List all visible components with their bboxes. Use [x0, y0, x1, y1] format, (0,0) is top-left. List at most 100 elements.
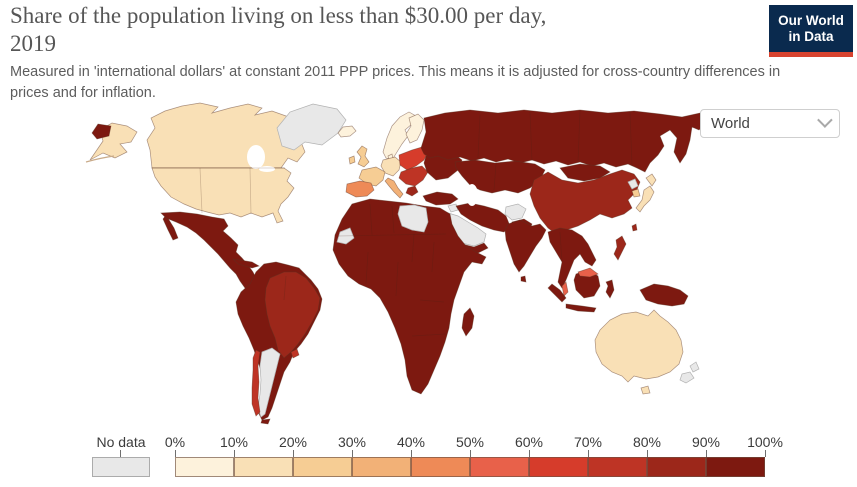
aleutian-islands — [85, 155, 115, 163]
legend-tick — [352, 450, 353, 457]
region-sulawesi[interactable] — [605, 279, 615, 299]
legend-tick — [765, 450, 766, 457]
legend-tick-label: 90% — [691, 434, 721, 450]
black-sea — [434, 183, 454, 191]
region-italy[interactable] — [384, 177, 404, 199]
region-sumatra[interactable] — [547, 283, 567, 303]
region-finland[interactable] — [405, 113, 425, 144]
legend-bin-50%-60%[interactable] — [470, 457, 529, 477]
region-western-sahara[interactable] — [336, 227, 355, 245]
region-australia[interactable] — [594, 309, 684, 383]
legend-bin-70%-80%[interactable] — [588, 457, 647, 477]
region-iceland[interactable] — [337, 125, 357, 138]
chart-subtitle: Measured in 'international dollars' at c… — [10, 64, 781, 101]
caspian-sea — [466, 184, 478, 206]
region-malaysia-borneo[interactable] — [577, 267, 599, 278]
region-turkey[interactable] — [422, 191, 459, 206]
legend-bin-80%-90%[interactable] — [647, 457, 706, 477]
region-india[interactable] — [504, 219, 547, 273]
region-dropdown[interactable]: World — [700, 109, 840, 138]
legend-no-data-label: No data — [96, 434, 146, 450]
legend-tick — [234, 450, 235, 457]
region-java[interactable] — [565, 303, 597, 313]
legend-bin-40%-50%[interactable] — [411, 457, 470, 477]
region-baja-california[interactable] — [162, 214, 179, 241]
region-greece[interactable] — [405, 185, 419, 197]
owid-logo[interactable]: Our World in Data — [769, 5, 853, 57]
region-mongolia[interactable] — [559, 163, 611, 182]
region-japan-honshu[interactable] — [635, 185, 655, 213]
legend-tick — [411, 450, 412, 457]
owid-logo-line-1: Our World — [778, 12, 844, 28]
region-taiwan[interactable] — [631, 223, 638, 232]
legend-tick-label: 0% — [164, 434, 186, 450]
legend-tick-label: 30% — [337, 434, 367, 450]
legend-tick — [706, 450, 707, 457]
legend-tick-label: 70% — [573, 434, 603, 450]
region-tierra-del-fuego[interactable] — [260, 418, 271, 425]
region-brazil[interactable] — [264, 271, 321, 359]
owid-logo-box: Our World in Data — [769, 5, 853, 52]
map-legend: No data 0% 10% 20% 30% 40% 50% 60% 70% 80% 90% 100… — [0, 433, 857, 483]
legend-bin-60%-70%[interactable] — [529, 457, 588, 477]
region-libya[interactable] — [397, 204, 429, 233]
region-tasmania[interactable] — [640, 385, 651, 395]
region-iberia[interactable] — [345, 180, 375, 198]
region-central-europe[interactable] — [380, 156, 402, 177]
legend-tick — [175, 450, 176, 457]
region-south-korea[interactable] — [631, 188, 641, 198]
legend-tick-label: 20% — [278, 434, 308, 450]
region-china[interactable] — [529, 169, 641, 235]
region-afghanistan[interactable] — [504, 203, 527, 221]
region-new-zealand-north[interactable] — [689, 361, 700, 373]
region-north-korea[interactable] — [627, 178, 639, 190]
country-borders — [152, 110, 633, 337]
legend-tick-label: 80% — [632, 434, 662, 450]
legend-tick-label: 40% — [396, 434, 426, 450]
region-balkans[interactable] — [398, 165, 429, 187]
region-central-asia[interactable] — [454, 159, 546, 194]
legend-bin-20%-30%[interactable] — [293, 457, 352, 477]
legend-bin-10%-20%[interactable] — [234, 457, 293, 477]
region-russia[interactable] — [420, 109, 708, 173]
region-canada[interactable] — [146, 102, 307, 169]
region-japan-hokkaido[interactable] — [645, 173, 657, 187]
legend-tick-label: 10% — [219, 434, 249, 450]
legend-tick-label: 60% — [514, 434, 544, 450]
chevron-down-icon — [817, 112, 833, 128]
legend-tick — [470, 450, 471, 457]
legend-tick — [647, 450, 648, 457]
hudson-bay — [247, 145, 265, 169]
region-eastern-europe[interactable] — [398, 146, 429, 171]
region-cuba[interactable] — [231, 258, 260, 269]
region-africa[interactable] — [332, 198, 487, 395]
legend-bin-90%-100%[interactable] — [706, 457, 765, 477]
legend-tick — [588, 450, 589, 457]
region-madagascar[interactable] — [461, 307, 475, 337]
region-indochina[interactable] — [547, 227, 597, 289]
legend-tick — [293, 450, 294, 457]
title-line-2: 2019 — [10, 31, 56, 56]
region-philippines[interactable] — [613, 235, 627, 261]
region-ireland[interactable] — [348, 155, 356, 165]
region-uruguay[interactable] — [290, 348, 300, 359]
legend-no-data-tick — [120, 450, 121, 457]
region-syria[interactable] — [447, 203, 459, 213]
region-new-guinea[interactable] — [639, 283, 689, 307]
legend-bin-0%-10%[interactable] — [175, 457, 234, 477]
legend-no-data-swatch[interactable] — [92, 457, 150, 477]
region-chile[interactable] — [251, 349, 261, 417]
region-united-states[interactable] — [151, 167, 295, 224]
owid-logo-accent-bar — [769, 52, 853, 57]
region-argentina[interactable] — [257, 347, 281, 418]
region-new-zealand-south[interactable] — [679, 371, 695, 384]
region-malay-peninsula-malaysia[interactable] — [561, 281, 569, 297]
region-chukotka-russia[interactable] — [91, 123, 112, 140]
legend-bin-30%-40%[interactable] — [352, 457, 411, 477]
title-line-1: Share of the population living on less t… — [10, 3, 547, 28]
region-france[interactable] — [358, 166, 386, 187]
region-sri-lanka[interactable] — [520, 275, 527, 283]
region-united-kingdom[interactable] — [356, 145, 370, 168]
region-greenland[interactable] — [276, 103, 347, 151]
